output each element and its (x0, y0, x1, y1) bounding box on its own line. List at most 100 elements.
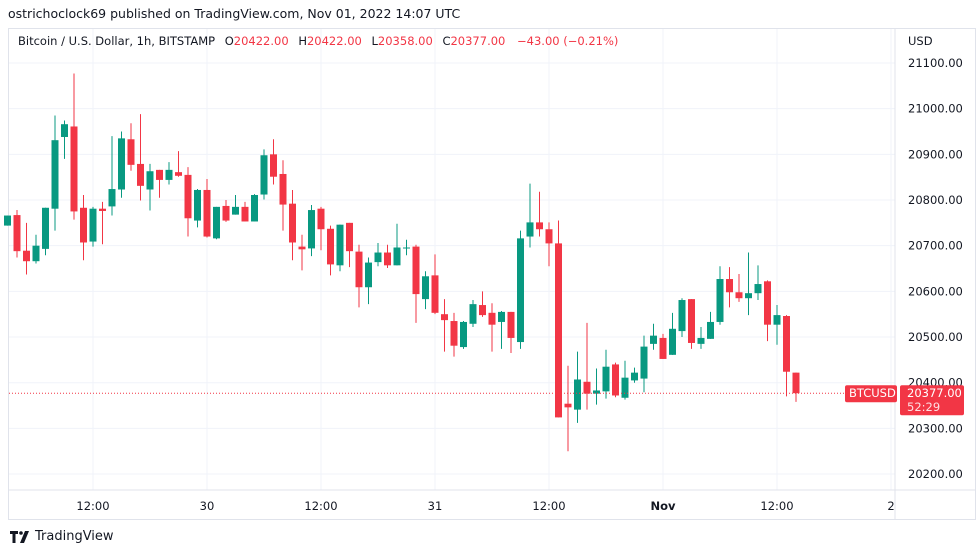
candle-body (289, 203, 296, 243)
high-value: 20422.00 (306, 34, 362, 48)
candle-body (241, 206, 249, 222)
candle-body (222, 205, 230, 221)
candle-up (650, 323, 657, 350)
candle-down (441, 299, 448, 352)
price-tick-label: 20800.00 (908, 193, 963, 207)
candle-up (393, 223, 401, 266)
candle-down (127, 123, 135, 171)
tradingview-logo[interactable]: TradingView (10, 529, 114, 544)
candle-up (118, 131, 125, 198)
candle-down (450, 312, 458, 357)
candle-down (726, 267, 733, 308)
candle-down (317, 206, 325, 251)
candle-down (222, 200, 230, 222)
candle-up (374, 242, 382, 267)
candle-body (479, 305, 486, 316)
candle-up (498, 310, 505, 349)
candle-down (479, 291, 486, 317)
candle-body (99, 208, 106, 211)
candle-body (146, 171, 154, 190)
candle-down (688, 299, 695, 349)
candle-up (593, 368, 600, 405)
candle-body (279, 173, 287, 205)
price-tick-label: 20900.00 (908, 147, 963, 161)
candle-body (498, 311, 505, 322)
publisher-caption: ostrichoclock69 published on TradingView… (8, 6, 461, 21)
time-tick-label: 12:00 (304, 499, 337, 513)
candle-up (707, 311, 714, 339)
tradingview-logo-icon (10, 530, 29, 543)
candle-body (23, 250, 30, 262)
candle-up (336, 224, 344, 272)
candle-body (697, 337, 705, 344)
candle-down (298, 234, 306, 271)
candle-up (42, 207, 49, 256)
candle-body (431, 275, 439, 313)
candle-body (441, 314, 448, 321)
candle-up (403, 239, 410, 256)
close-value: 20377.00 (450, 34, 506, 48)
candle-down (355, 244, 363, 308)
candle-body (707, 321, 714, 339)
candle-down (13, 210, 21, 258)
candle-body (260, 155, 268, 195)
candle-body (688, 299, 695, 343)
candle-down (156, 169, 163, 198)
candle-body (716, 279, 724, 322)
candle-body (51, 140, 59, 209)
candle-up (146, 163, 154, 211)
candle-body (602, 366, 610, 392)
candle-body (156, 169, 163, 180)
candle-down (583, 322, 591, 410)
candle-body (669, 328, 676, 355)
open-label: O (224, 34, 234, 48)
candle-body (70, 126, 78, 212)
candle-body (251, 194, 258, 222)
currency-label[interactable]: USD (908, 34, 933, 48)
candle-down (137, 114, 144, 201)
candle-body (32, 245, 40, 262)
price-tick-label: 21100.00 (908, 56, 963, 70)
candle-up (526, 183, 534, 248)
candle-down (545, 222, 553, 267)
candle-down (612, 362, 619, 398)
candle-up (773, 305, 781, 345)
price-tick-label: 20600.00 (908, 284, 963, 298)
candle-body (612, 364, 619, 396)
candle-down (70, 73, 78, 220)
candle-body (137, 163, 144, 186)
candle-down (488, 303, 496, 352)
candle-body (469, 304, 477, 324)
candle-body (194, 189, 201, 221)
ticker-badge: BTCUSD (849, 386, 896, 400)
candle-body (175, 172, 182, 176)
candle-up (469, 300, 477, 327)
candle-down (564, 365, 572, 452)
candle-body (631, 372, 638, 381)
candle-body (792, 372, 800, 394)
candle-up (308, 205, 315, 257)
candle-body (165, 169, 173, 180)
candle-up (365, 257, 372, 305)
candle-body (108, 189, 116, 207)
candle-body (754, 284, 762, 294)
ticker-badge-bg (845, 385, 897, 403)
candle-up (678, 298, 686, 338)
candle-body (764, 281, 771, 325)
candle-body (118, 138, 125, 190)
candle-up (631, 367, 638, 383)
candle-down (203, 179, 211, 238)
candle-down (279, 160, 287, 231)
candle-down (99, 201, 106, 245)
candle-body (659, 337, 667, 359)
symbol-title[interactable]: Bitcoin / U.S. Dollar, 1h, BITSTAMP (18, 34, 216, 48)
candle-body (773, 315, 781, 325)
candle-up (754, 265, 762, 301)
candle-up (108, 136, 116, 216)
candle-down (289, 189, 296, 261)
candle-body (583, 381, 591, 394)
candle-body (650, 335, 657, 344)
candle-up (517, 230, 524, 349)
time-tick-label: 12:00 (760, 499, 793, 513)
